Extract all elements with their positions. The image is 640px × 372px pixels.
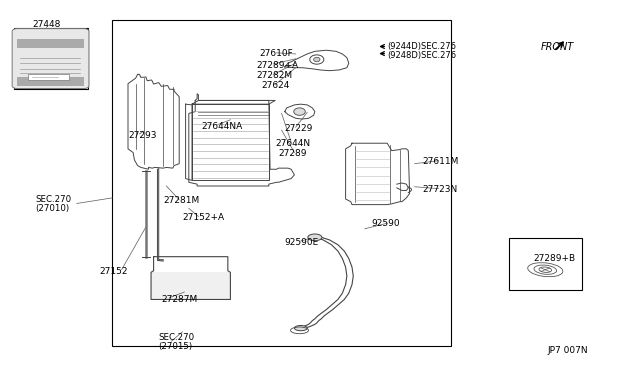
Text: 27281M: 27281M bbox=[163, 196, 200, 205]
Text: JP7 007N: JP7 007N bbox=[547, 346, 588, 355]
Bar bbox=[17, 77, 84, 86]
Text: 27610F: 27610F bbox=[259, 49, 293, 58]
Text: 27448: 27448 bbox=[32, 20, 60, 29]
Text: (27015): (27015) bbox=[159, 342, 193, 351]
Text: 27723N: 27723N bbox=[422, 185, 458, 194]
Text: (9244D)SEC.276: (9244D)SEC.276 bbox=[387, 42, 456, 51]
Bar bbox=[112, 20, 451, 346]
Text: (27010): (27010) bbox=[35, 204, 69, 213]
Ellipse shape bbox=[294, 108, 305, 115]
Text: 27289: 27289 bbox=[278, 149, 307, 158]
Text: 27287M: 27287M bbox=[161, 295, 198, 304]
Bar bbox=[17, 39, 84, 48]
Text: SEC.270: SEC.270 bbox=[35, 195, 71, 203]
FancyBboxPatch shape bbox=[12, 29, 89, 89]
Text: FRONT: FRONT bbox=[541, 42, 574, 51]
Text: 27152+A: 27152+A bbox=[182, 213, 225, 222]
Bar bbox=[509, 238, 582, 290]
Text: SEC.270: SEC.270 bbox=[159, 333, 195, 342]
Text: 27289+B: 27289+B bbox=[533, 254, 575, 263]
Text: 27152: 27152 bbox=[99, 267, 128, 276]
Text: 27611M: 27611M bbox=[422, 157, 459, 166]
Bar bbox=[151, 272, 230, 299]
Text: 27624: 27624 bbox=[261, 81, 289, 90]
Ellipse shape bbox=[314, 57, 320, 62]
Ellipse shape bbox=[294, 326, 307, 331]
Text: (9248D)SEC.276: (9248D)SEC.276 bbox=[387, 51, 456, 60]
Text: 27282M: 27282M bbox=[256, 71, 292, 80]
Text: 27229: 27229 bbox=[285, 124, 313, 133]
Bar bbox=[14, 28, 88, 89]
Ellipse shape bbox=[308, 234, 322, 241]
Text: 92590: 92590 bbox=[371, 219, 400, 228]
Text: 27644NA: 27644NA bbox=[202, 122, 243, 131]
Text: 27293: 27293 bbox=[128, 131, 157, 140]
Text: 27289+A: 27289+A bbox=[256, 61, 298, 70]
Text: 92590E: 92590E bbox=[285, 238, 319, 247]
Bar bbox=[28, 74, 69, 80]
Text: 27644N: 27644N bbox=[275, 139, 310, 148]
